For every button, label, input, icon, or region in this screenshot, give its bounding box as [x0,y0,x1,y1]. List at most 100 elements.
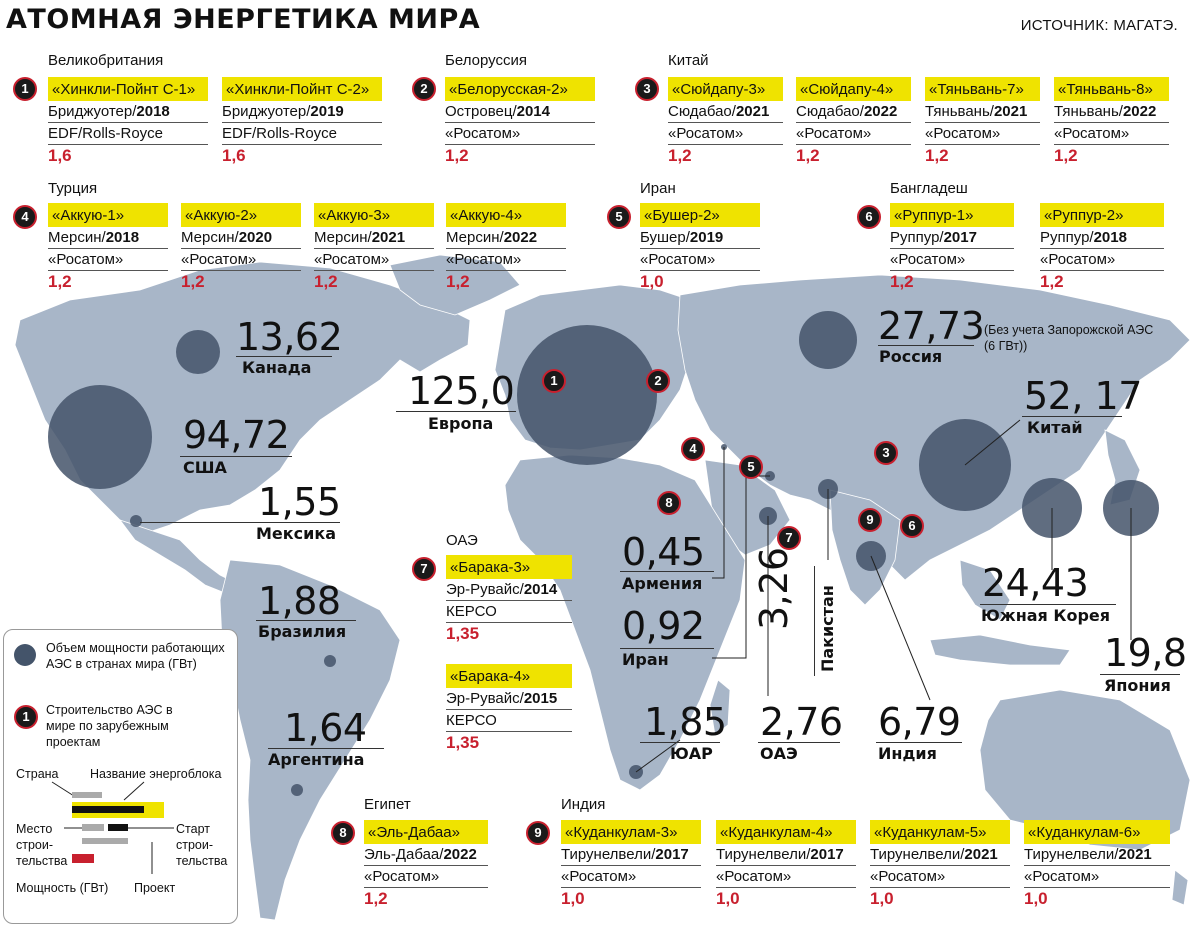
project-5-badge: 5 [607,205,631,229]
leader-armenia [712,447,725,579]
world-map [14,254,1191,921]
project-2-country: Белоруссия [445,52,527,69]
central-america-landmass [118,519,241,596]
map-marker-9: 9 [858,508,882,532]
page-title: АТОМНАЯ ЭНЕРГЕТИКА МИРА [6,4,481,35]
capacity-india-name: Индия [878,744,937,763]
capacity-usa-value: 94,72 [183,413,290,457]
project-7-country: ОАЭ [446,532,478,549]
capacity-armenia-name: Армения [622,574,703,593]
bubble-russia [799,311,857,369]
project-6-unit-1: «Руппур-1» Руппур/2017 «Росатом» 1,2 [890,203,1014,293]
project-2-unit-1: «Белорусская-2» Островец/2014 «Росатом» … [445,77,595,167]
capacity-mexico-name: Мексика [256,524,336,543]
indonesia-landmass [929,634,1071,666]
capacity-iran-value: 0,92 [622,604,705,648]
project-1-country: Великобритания [48,52,164,69]
legend-diagram [51,781,174,874]
project-5-unit-1: «Бушер-2» Бушер/2019 «Росатом» 1,0 [640,203,760,293]
capacity-uae-name: ОАЭ [760,744,798,763]
capacity-mexico-value: 1,55 [258,480,341,524]
bubble-usa [48,385,152,489]
legend-project: Проект [134,881,176,895]
project-4-unit-3: «Аккую-3» Мерсин/2021 «Росатом» 1,2 [314,203,434,293]
leader-china [964,419,1021,466]
project-9-unit-1: «Куданкулам-3» Тирунелвели/2017 «Росатом… [561,820,701,910]
project-3-unit-2: «Сюйдапу-4» Сюдабао/2022 «Росатом» 1,2 [796,77,911,167]
capacity-russia-name: Россия [879,347,943,366]
legend-start: Старт строи-тельства [176,822,228,868]
bubble-brazil [324,655,336,667]
project-4-badge: 4 [13,205,37,229]
project-7-unit-2: «Барака-4» Эр-Рувайс/2015 КЕРСО 1,35 [446,664,572,754]
project-3-unit-3: «Тяньвань-7» Тяньвань/2021 «Росатом» 1,2 [925,77,1040,167]
project-4-unit-1: «Аккую-1» Мерсин/2018 «Росатом» 1,2 [48,203,168,293]
bubble-mexico [130,515,142,527]
project-1-unit-2: «Хинкли-Пойнт С-2» Бриджуотер/2019 EDF/R… [222,77,382,167]
capacity-europe-value: 125,0 [408,369,515,413]
capacity-sar-name: ЮАР [670,744,713,763]
project-3-country: Китай [668,52,709,69]
project-5-country: Иран [640,180,676,197]
map-marker-8: 8 [657,491,681,515]
capacity-india-value: 6,79 [878,700,961,744]
project-4-unit-4: «Аккую-4» Мерсин/2022 «Росатом» 1,2 [446,203,566,293]
capacity-china-value: 52, 17 [1024,374,1142,418]
capacity-pakistan-name: Пакистан [818,585,837,672]
project-3-badge: 3 [635,77,659,101]
capacity-europe-name: Европа [428,414,494,433]
bubble-argentina [291,784,303,796]
capacity-usa-name: США [183,458,227,477]
capacity-japan-value: 19,8 [1104,631,1187,675]
legend-power: Мощность (ГВт) [16,881,109,895]
madagascar-landmass [709,679,731,736]
capacity-brazil-value: 1,88 [258,579,341,623]
capacity-argentina-name: Аргентина [268,750,365,769]
leader-sar [635,739,681,773]
capacity-argentina-value: 1,64 [284,706,367,750]
map-marker-4: 4 [681,437,705,461]
map-marker-3: 3 [874,441,898,465]
project-9-unit-3: «Куданкулам-5» Тирунелвели/2021 «Росатом… [870,820,1010,910]
capacity-russia-value: 27,73 [878,304,985,348]
capacity-korea-value: 24,43 [982,561,1089,605]
project-3-unit-4: «Тяньвань-8» Тяньвань/2022 «Росатом» 1,2 [1054,77,1169,167]
project-8-badge: 8 [331,821,355,845]
legend-place: Место строи-тельства [16,822,68,868]
capacity-japan-name: Япония [1104,676,1171,695]
project-8-country: Египет [364,796,411,813]
project-6-country: Бангладеш [890,180,968,197]
capacity-sar-value: 1,85 [644,700,727,744]
australia-landmass [979,689,1191,851]
map-marker-6: 6 [900,514,924,538]
legend-bubble-text: Объем мощности работающих АЭС в странах … [46,641,225,671]
project-9-country: Индия [561,796,606,813]
project-3-unit-1: «Сюйдапу-3» Сюдабао/2021 «Росатом» 1,2 [668,77,783,167]
project-9-unit-2: «Куданкулам-4» Тирунелвели/2017 «Росатом… [716,820,856,910]
project-7-unit-1: «Барака-3» Эр-Рувайс/2014 КЕРСО 1,35 [446,555,572,645]
project-9-unit-4: «Куданкулам-6» Тирунелвели/2021 «Росатом… [1024,820,1170,910]
map-marker-5: 5 [739,455,763,479]
capacity-uae-value: 2,76 [760,700,843,744]
legend-number-text: Строительство АЭС в мире по зарубежным п… [46,703,173,749]
project-2-badge: 2 [412,77,436,101]
capacity-iran-name: Иран [622,650,669,669]
project-7-badge: 7 [412,557,436,581]
project-1-badge: 1 [13,77,37,101]
capacity-brazil-name: Бразилия [258,622,347,641]
legend-unit-name: Название энергоблока [90,767,222,781]
capacity-russia-note: (Без учета Запорожской АЭС (6 ГВт)) [984,323,1154,353]
leader-india [870,555,931,701]
project-4-country: Турция [48,180,98,197]
capacity-korea-name: Южная Корея [981,606,1111,625]
legend: Объем мощности работающих АЭС в странах … [3,629,238,924]
map-marker-1: 1 [542,369,566,393]
map-marker-7: 7 [777,526,801,550]
bubble-europe [517,325,657,465]
map-marker-2: 2 [646,369,670,393]
legend-number-icon: 1 [14,705,38,729]
legend-country: Страна [16,767,59,781]
capacity-canada-name: Канада [242,358,312,377]
capacity-armenia-value: 0,45 [622,530,705,574]
project-4-unit-2: «Аккую-2» Мерсин/2020 «Росатом» 1,2 [181,203,301,293]
